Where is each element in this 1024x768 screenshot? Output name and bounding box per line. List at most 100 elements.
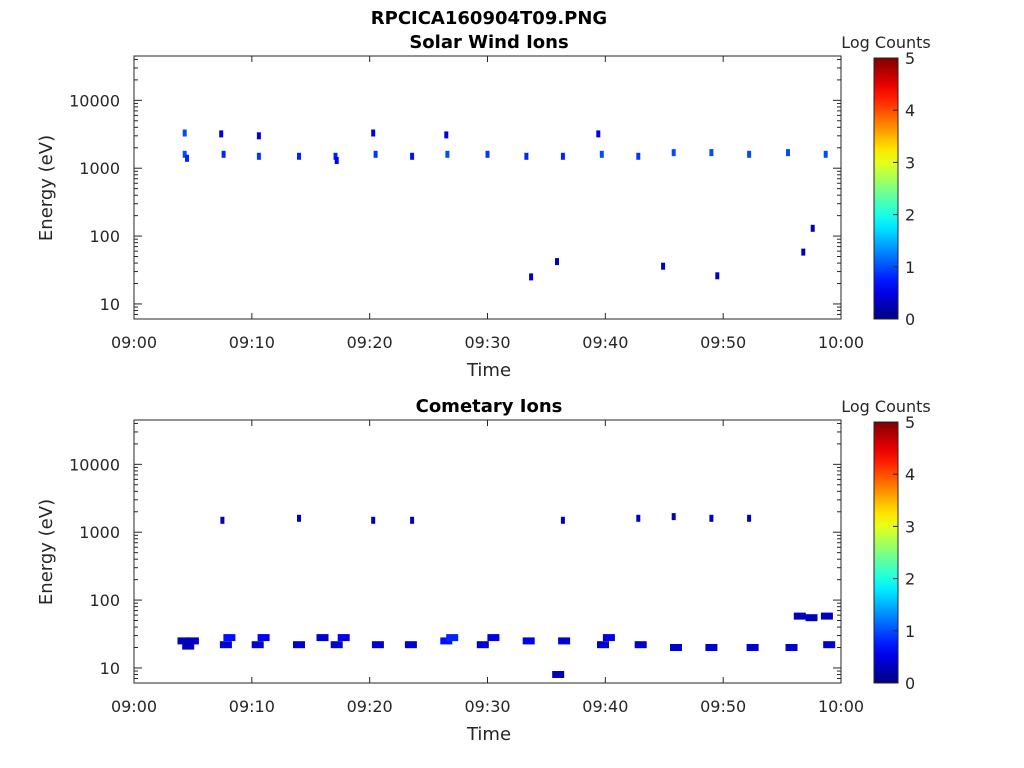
colorbar: Log Counts 0 1 2 3 4 5 bbox=[841, 33, 931, 329]
x-axis-label: Time bbox=[466, 360, 511, 381]
heatmap-cell bbox=[705, 644, 718, 651]
colorbar-tick-label: 0 bbox=[905, 674, 915, 693]
heatmap-cell bbox=[333, 152, 338, 160]
heatmap-cell bbox=[801, 248, 806, 256]
heatmap-cell bbox=[316, 634, 329, 642]
colorbar-tick-label: 0 bbox=[905, 310, 915, 329]
heatmap-cell bbox=[297, 514, 301, 522]
x-tick-label: 09:30 bbox=[464, 697, 510, 716]
heatmap-cell bbox=[220, 516, 225, 524]
plot-area bbox=[133, 55, 842, 320]
panel-cometary: Cometary Ions 09:00 09:10 09:20 09:30 09:40 0… bbox=[36, 396, 931, 745]
heatmap-cell bbox=[558, 637, 571, 645]
colorbar-label: Log Counts bbox=[841, 33, 931, 52]
heatmap-cell bbox=[602, 634, 615, 642]
y-axis-label: Energy (eV) bbox=[36, 135, 57, 241]
heatmap-cell bbox=[636, 152, 641, 160]
colorbar-tick-label: 4 bbox=[905, 101, 915, 120]
heatmap-cell bbox=[410, 516, 415, 524]
heatmap-cell bbox=[256, 132, 261, 140]
y-tick-label: 100 bbox=[89, 591, 120, 610]
heatmap-cell bbox=[597, 641, 609, 649]
heatmap-cell bbox=[555, 258, 559, 266]
heatmap-cells bbox=[182, 129, 828, 281]
heatmap-cell bbox=[219, 130, 224, 138]
heatmap-cell bbox=[337, 634, 350, 642]
heatmap-cell bbox=[709, 149, 714, 157]
x-tick-label: 09:50 bbox=[700, 333, 746, 352]
heatmap-cell bbox=[634, 641, 647, 649]
colorbar: Log Counts 0 1 2 3 4 5 bbox=[841, 397, 931, 693]
heatmap-cell bbox=[810, 224, 815, 232]
colorbar-tick-label: 1 bbox=[905, 258, 915, 277]
colorbar-gradient bbox=[873, 421, 899, 684]
heatmap-cell bbox=[746, 644, 759, 651]
y-tick-label: 10000 bbox=[69, 455, 120, 474]
heatmap-cell bbox=[223, 634, 236, 642]
heatmap-cell bbox=[671, 513, 676, 521]
heatmap-cell bbox=[373, 150, 378, 158]
heatmap-cell bbox=[371, 516, 376, 524]
heatmap-cell bbox=[186, 637, 199, 645]
heatmap-cell bbox=[487, 634, 500, 642]
y-tick-label: 1000 bbox=[79, 523, 120, 542]
x-tick-label: 09:00 bbox=[111, 333, 157, 352]
heatmap-cell bbox=[823, 641, 836, 649]
x-axis-label: Time bbox=[466, 724, 511, 745]
x-tick-label: 09:20 bbox=[347, 697, 393, 716]
heatmap-cell bbox=[636, 514, 641, 522]
y-tick-label: 10 bbox=[100, 295, 120, 314]
heatmap-cell bbox=[793, 612, 806, 620]
heatmap-cell bbox=[786, 149, 790, 157]
x-tick-label: 09:00 bbox=[111, 697, 157, 716]
axes: 09:00 09:10 09:20 09:30 09:40 09:50 10:00 10 100… bbox=[69, 420, 864, 716]
heatmap-cell bbox=[476, 641, 489, 649]
figure-title: RPCICA160904T09.PNG bbox=[371, 8, 607, 29]
heatmap-cell bbox=[446, 634, 459, 642]
y-tick-label: 100 bbox=[89, 227, 120, 246]
heatmap-cell bbox=[444, 131, 449, 139]
heatmap-cell bbox=[599, 150, 604, 158]
heatmap-cell bbox=[256, 152, 261, 160]
colorbar-tick-label: 5 bbox=[905, 413, 915, 432]
heatmap-cell bbox=[485, 150, 490, 158]
heatmap-cell bbox=[177, 637, 190, 645]
heatmap-cell bbox=[371, 641, 384, 649]
x-tick-label: 09:40 bbox=[582, 333, 628, 352]
colorbar-label: Log Counts bbox=[841, 397, 931, 416]
x-tick-label: 10:00 bbox=[818, 697, 864, 716]
heatmap-cell bbox=[221, 150, 226, 158]
colorbar-gradient bbox=[873, 57, 899, 320]
heatmap-cell bbox=[410, 152, 415, 160]
axes: 09:00 09:10 09:20 09:30 09:40 09:50 10:00 10 100… bbox=[69, 56, 864, 352]
heatmap-cell bbox=[670, 644, 682, 651]
x-tick-label: 09:40 bbox=[582, 697, 628, 716]
colorbar-tick-label: 3 bbox=[905, 517, 915, 536]
heatmap-cell bbox=[552, 671, 565, 678]
colorbar-tick-label: 4 bbox=[905, 465, 915, 484]
panel-title: Cometary Ions bbox=[416, 396, 563, 417]
heatmap-cell bbox=[529, 273, 534, 281]
heatmap-cell bbox=[293, 641, 305, 649]
heatmap-cell bbox=[334, 157, 339, 164]
heatmap-cell bbox=[330, 641, 343, 649]
y-tick-label: 10000 bbox=[69, 91, 120, 110]
heatmap-cell bbox=[257, 634, 270, 642]
heatmap-cell bbox=[251, 641, 264, 649]
heatmap-cell bbox=[182, 642, 195, 650]
heatmap-cell bbox=[404, 641, 417, 649]
heatmap-cell bbox=[596, 130, 601, 138]
heatmap-cell bbox=[522, 637, 535, 645]
heatmap-cell bbox=[297, 152, 301, 160]
colorbar-tick-label: 2 bbox=[905, 570, 915, 589]
panel-title: Solar Wind Ions bbox=[409, 32, 568, 53]
heatmap-cells bbox=[177, 513, 836, 678]
x-tick-label: 09:30 bbox=[464, 333, 510, 352]
heatmap-cell bbox=[445, 150, 450, 158]
heatmap-cell bbox=[823, 150, 828, 158]
heatmap-cell bbox=[219, 641, 232, 649]
panel-solar-wind: Solar Wind Ions 09:00 09:10 09:20 09:30 09:4… bbox=[36, 32, 931, 381]
y-axis-label: Energy (eV) bbox=[36, 499, 57, 605]
x-tick-label: 09:10 bbox=[229, 333, 275, 352]
heatmap-cell bbox=[785, 644, 798, 651]
